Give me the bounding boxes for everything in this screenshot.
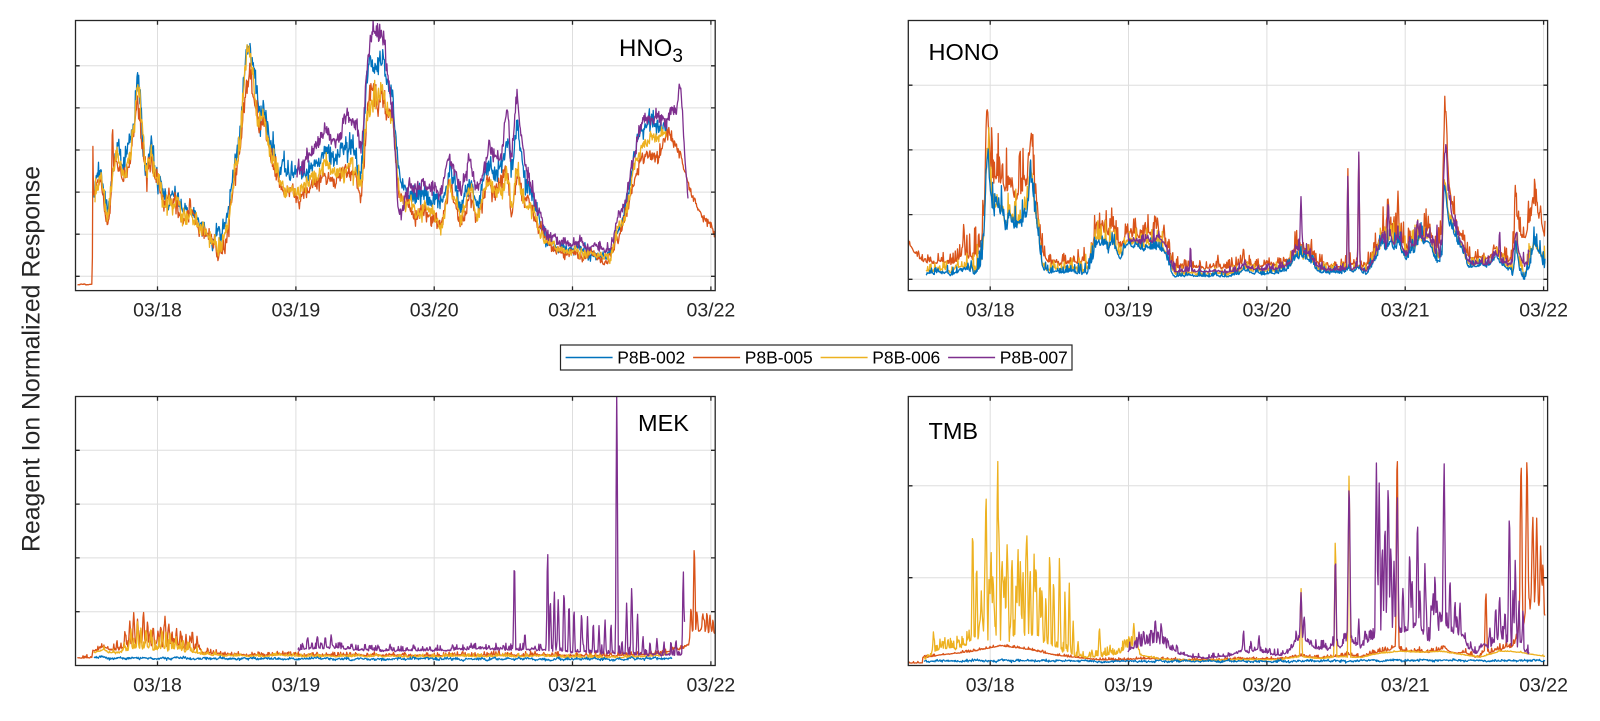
svg-text:03/18: 03/18 [966,675,1015,697]
svg-text:P8B-007: P8B-007 [1000,348,1068,368]
svg-text:Reagent Ion Normalized Respons: Reagent Ion Normalized Response [19,166,46,552]
svg-text:03/21: 03/21 [548,675,597,697]
svg-text:03/21: 03/21 [1381,675,1430,697]
svg-text:03/19: 03/19 [271,675,320,697]
svg-text:HNO3: HNO3 [619,35,683,67]
svg-text:03/21: 03/21 [548,300,597,322]
svg-text:03/22: 03/22 [1519,300,1568,322]
svg-text:03/21: 03/21 [1381,300,1430,322]
svg-text:03/20: 03/20 [410,300,459,322]
svg-text:HONO: HONO [929,39,1000,65]
svg-text:03/20: 03/20 [1242,675,1291,697]
svg-text:03/18: 03/18 [133,675,182,697]
svg-text:03/20: 03/20 [410,675,459,697]
svg-text:MEK: MEK [638,410,689,436]
svg-text:03/18: 03/18 [966,300,1015,322]
svg-text:P8B-006: P8B-006 [872,348,940,368]
svg-text:03/18: 03/18 [133,300,182,322]
svg-text:P8B-002: P8B-002 [617,348,685,368]
svg-text:03/22: 03/22 [686,675,735,697]
svg-text:03/19: 03/19 [1104,675,1153,697]
svg-text:P8B-005: P8B-005 [745,348,813,368]
svg-text:TMB: TMB [929,418,979,444]
svg-text:03/19: 03/19 [1104,300,1153,322]
svg-text:03/20: 03/20 [1242,300,1291,322]
svg-text:03/22: 03/22 [686,300,735,322]
svg-text:03/22: 03/22 [1519,675,1568,697]
svg-text:03/19: 03/19 [271,300,320,322]
